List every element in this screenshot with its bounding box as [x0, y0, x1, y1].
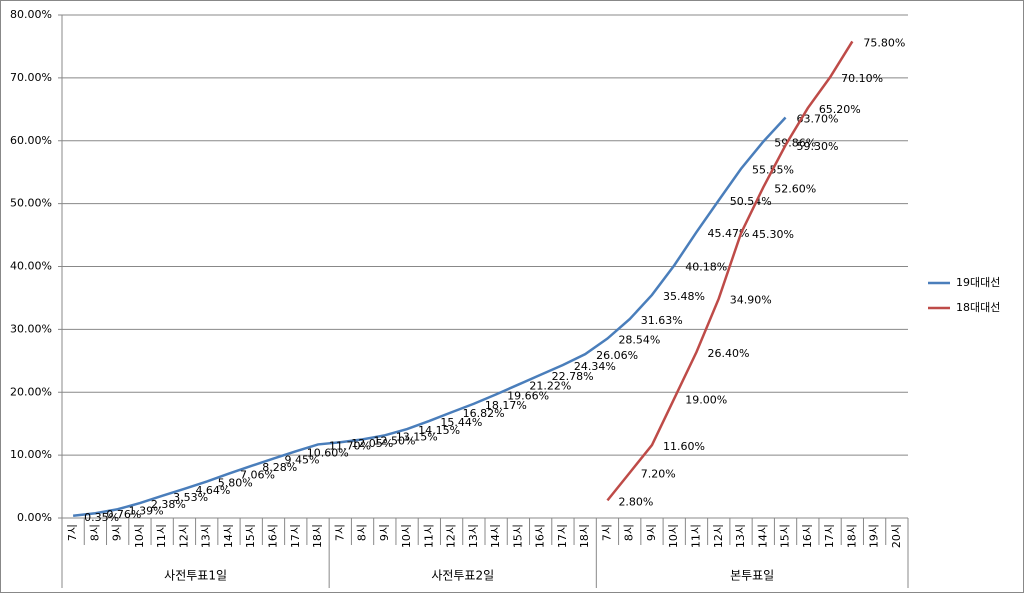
x-tick-label: 12시 [177, 524, 190, 548]
x-tick-label: 7시 [600, 524, 613, 541]
data-label: 22.78% [552, 370, 594, 383]
data-label: 11.70% [329, 439, 371, 452]
y-tick-label: 60.00% [10, 134, 52, 147]
x-tick-label: 10시 [667, 524, 680, 548]
data-label: 65.20% [819, 103, 861, 116]
data-label: 75.80% [863, 36, 905, 49]
x-tick-label: 8시 [88, 524, 101, 541]
y-tick-label: 70.00% [10, 71, 52, 84]
y-tick-label: 30.00% [10, 322, 52, 335]
x-tick-label: 9시 [378, 524, 391, 541]
x-tick-label: 12시 [445, 524, 458, 548]
y-tick-label: 10.00% [10, 448, 52, 461]
x-tick-label: 13시 [734, 524, 747, 548]
x-tick-label: 13시 [467, 524, 480, 548]
data-label: 24.34% [574, 360, 616, 373]
data-label: 70.10% [841, 72, 883, 85]
data-label: 50.54% [730, 195, 772, 208]
data-label: 59.30% [797, 140, 839, 153]
x-tick-label: 15시 [511, 524, 524, 548]
data-label: 19.00% [685, 394, 727, 407]
data-label: 7.06% [240, 469, 275, 482]
x-tick-label: 17시 [289, 524, 302, 548]
x-tick-label: 19시 [868, 524, 881, 548]
x-tick-label: 18시 [578, 524, 591, 548]
data-label: 31.63% [641, 314, 683, 327]
legend-label: 18대대선 [956, 301, 1000, 314]
x-tick-label: 20시 [890, 524, 903, 548]
data-label: 2.38% [151, 498, 186, 511]
category-group-label: 사전투표1일 [164, 569, 227, 583]
data-label: 15.44% [440, 416, 482, 429]
data-label: 34.90% [730, 294, 772, 307]
data-label: 28.54% [618, 334, 660, 347]
data-label: 3.53% [173, 491, 208, 504]
x-tick-label: 11시 [690, 524, 703, 548]
x-tick-label: 11시 [155, 524, 168, 548]
data-label: 26.06% [596, 349, 638, 362]
x-tick-label: 7시 [66, 524, 79, 541]
x-tick-label: 10시 [133, 524, 146, 548]
y-tick-label: 80.00% [10, 8, 52, 21]
data-label: 12.50% [374, 434, 416, 447]
x-tick-label: 18시 [845, 524, 858, 548]
data-label: 35.48% [663, 290, 705, 303]
data-label: 13.15% [396, 430, 438, 443]
data-label: 1.39% [129, 504, 164, 517]
data-label: 21.22% [529, 380, 571, 393]
data-label: 2.80% [618, 495, 653, 508]
x-tick-label: 10시 [400, 524, 413, 548]
data-label: 18.17% [485, 399, 527, 412]
data-label: 5.80% [218, 477, 253, 490]
x-tick-label: 12시 [712, 524, 725, 548]
data-label: 9.45% [285, 454, 320, 467]
category-group-label: 본투표일 [730, 569, 774, 583]
data-label: 10.60% [307, 446, 349, 459]
data-label: 0.76% [106, 508, 141, 521]
data-label: 26.40% [708, 347, 750, 360]
x-tick-label: 17시 [556, 524, 569, 548]
x-tick-label: 8시 [623, 524, 636, 541]
data-label: 8.28% [262, 461, 297, 474]
data-label: 40.18% [685, 260, 727, 273]
series-line [606, 40, 854, 502]
x-tick-label: 17시 [823, 524, 836, 548]
data-label: 45.30% [752, 228, 794, 241]
legend-label: 19대대선 [956, 276, 1000, 289]
x-tick-label: 18시 [311, 524, 324, 548]
x-tick-label: 13시 [200, 524, 213, 548]
data-label: 11.60% [663, 440, 705, 453]
data-label: 4.64% [195, 484, 230, 497]
series-line [72, 116, 787, 518]
x-tick-label: 7시 [333, 524, 346, 541]
x-tick-label: 16시 [267, 524, 280, 548]
x-tick-label: 14시 [756, 524, 769, 548]
x-tick-label: 14시 [489, 524, 502, 548]
x-tick-label: 9시 [111, 524, 124, 541]
x-tick-label: 16시 [801, 524, 814, 548]
x-tick-label: 11시 [422, 524, 435, 548]
data-label: 7.20% [641, 468, 676, 481]
y-tick-label: 40.00% [10, 260, 52, 273]
data-label: 16.82% [463, 407, 505, 420]
data-label: 63.70% [797, 112, 839, 125]
data-label: 19.66% [507, 389, 549, 402]
category-group-label: 사전투표2일 [431, 569, 494, 583]
x-tick-label: 8시 [356, 524, 369, 541]
y-tick-label: 50.00% [10, 197, 52, 210]
data-label: 14.15% [418, 424, 460, 437]
x-tick-label: 16시 [534, 524, 547, 548]
x-tick-label: 15시 [779, 524, 792, 548]
data-label: 0.35% [84, 511, 119, 524]
y-tick-label: 0.00% [17, 511, 52, 524]
x-tick-label: 9시 [645, 524, 658, 541]
y-tick-label: 20.00% [10, 385, 52, 398]
x-tick-label: 15시 [244, 524, 257, 548]
x-tick-label: 14시 [222, 524, 235, 548]
data-label: 12.05% [351, 437, 393, 450]
data-label: 52.60% [774, 182, 816, 195]
